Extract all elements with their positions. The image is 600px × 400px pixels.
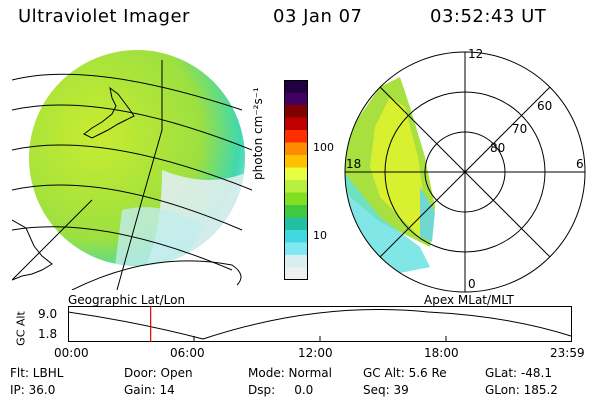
- colorbar-tick-100: 100: [313, 141, 334, 154]
- lat-label-80: 80: [490, 141, 506, 155]
- xtick-2359: 23:59: [550, 346, 585, 360]
- colorbar-swatch: [284, 192, 308, 206]
- mlt-label-0: 0: [468, 277, 476, 291]
- colorbar-swatch: [284, 155, 308, 168]
- colorbar-swatch: [284, 167, 308, 181]
- colorbar: [284, 80, 308, 280]
- colorbar-swatch: [284, 92, 308, 106]
- xtick-0600: 06:00: [170, 346, 205, 360]
- colorbar-swatch: [284, 80, 308, 93]
- info-gain: Gain: 14: [124, 383, 175, 397]
- info-dsp: Dsp: 0.0: [248, 383, 314, 397]
- colorbar-swatch: [284, 230, 308, 243]
- altitude-ymax: 9.0: [38, 307, 58, 321]
- geographic-image-panel: [12, 50, 252, 290]
- mlt-label-12: 12: [468, 47, 484, 61]
- info-door: Door: Open: [124, 366, 193, 380]
- lat-label-60: 60: [537, 99, 553, 113]
- polar-panel-label: Apex MLat/MLT: [424, 293, 514, 307]
- mlt-label-18: 18: [346, 157, 362, 171]
- colorbar-swatch: [284, 267, 308, 280]
- altitude-ymin: 1.8: [38, 327, 58, 341]
- colorbar-tick-10: 10: [313, 229, 327, 242]
- colorbar-swatch: [284, 205, 308, 218]
- info-mode: Mode: Normal: [248, 366, 332, 380]
- colorbar-swatch: [284, 130, 308, 143]
- colorbar-swatch: [284, 117, 308, 131]
- info-gcalt: GC Alt: 5.6 Re: [363, 366, 447, 380]
- colorbar-swatch: [284, 255, 308, 268]
- info-glon: GLon: 185.2: [485, 383, 558, 397]
- time-label: 03:52:43 UT: [430, 6, 547, 27]
- colorbar-swatch: [284, 142, 308, 156]
- xtick-1200: 12:00: [298, 346, 333, 360]
- colorbar-swatch: [284, 217, 308, 231]
- geographic-panel-label: Geographic Lat/Lon: [68, 293, 186, 307]
- info-ip: IP: 36.0: [10, 383, 56, 397]
- lat-label-70: 70: [512, 122, 528, 136]
- polar-plot: [344, 51, 586, 293]
- xtick-0000: 00:00: [54, 346, 89, 360]
- date-label: 03 Jan 07: [273, 6, 363, 27]
- info-seq: Seq: 39: [363, 383, 409, 397]
- altitude-strip-plot: [68, 306, 572, 342]
- instrument-title: Ultraviolet Imager: [18, 6, 190, 27]
- colorbar-swatch: [284, 242, 308, 256]
- colorbar-swatch: [284, 180, 308, 193]
- info-glat: GLat: -48.1: [485, 366, 552, 380]
- info-flt: Flt: LBHL: [10, 366, 64, 380]
- mlt-label-6: 6: [576, 157, 584, 171]
- xtick-1800: 18:00: [424, 346, 459, 360]
- altitude-ylabel: GC Alt: [14, 311, 28, 346]
- colorbar-swatch: [284, 105, 308, 118]
- colorbar-unit-label: photon cm⁻²s⁻¹: [251, 87, 265, 180]
